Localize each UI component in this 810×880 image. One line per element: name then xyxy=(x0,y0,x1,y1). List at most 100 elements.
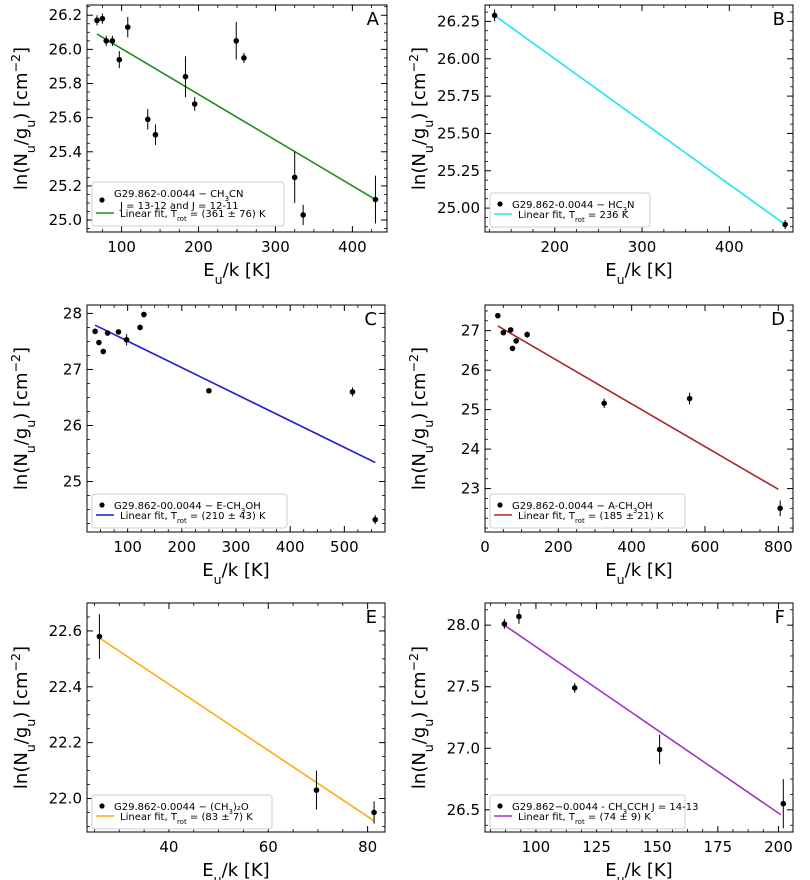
fit-line xyxy=(497,325,779,491)
data-point xyxy=(206,387,212,394)
y-tick-label: 25.75 xyxy=(437,87,480,105)
data-point xyxy=(96,633,103,640)
data-point xyxy=(513,338,519,344)
x-tick-label: 0 xyxy=(480,538,490,556)
x-tick-label: 200 xyxy=(544,538,573,556)
legend-label-data: G29.862−0.0044 - CH3CCH J = 14-13 xyxy=(512,802,698,816)
data-point xyxy=(94,17,100,24)
y-tick-label: 22.0 xyxy=(49,789,82,807)
x-tick-label: 600 xyxy=(691,538,720,556)
data-point xyxy=(500,329,507,336)
data-point xyxy=(100,348,107,355)
y-tick-label: 22.6 xyxy=(49,622,82,640)
data-point xyxy=(300,212,306,218)
y-tick-label: 26 xyxy=(461,361,480,379)
data-point xyxy=(601,400,607,407)
y-tick-label: 22.2 xyxy=(49,734,82,752)
fit-line xyxy=(98,637,375,822)
data-point xyxy=(501,621,508,627)
panel-e: 40 60 80 22.0 22.2 22.4 22.6 Eu/k [K] ln(Nu/gu) … xyxy=(8,602,386,880)
y-tick-label: 25.8 xyxy=(49,75,82,93)
y-tick-label: 25.25 xyxy=(437,162,480,180)
panel-letter: D xyxy=(771,309,785,330)
y-tick-label: 26.5 xyxy=(447,801,480,819)
data-point xyxy=(516,613,522,620)
fit-line xyxy=(494,14,786,226)
x-tick-label: 200 xyxy=(184,238,213,256)
legend-label-data-line2: J = 13-12 and J = 12-11 xyxy=(119,201,239,212)
x-axis-label: Eu/k [K] xyxy=(605,860,672,880)
data-point xyxy=(371,809,377,816)
legend-box xyxy=(489,794,686,830)
plot-frame xyxy=(86,602,386,833)
x-tick-label: 40 xyxy=(159,838,178,856)
data-point xyxy=(124,24,131,30)
legend-label-data: G29.862-0.0044 − (CH3)₂O xyxy=(114,802,249,816)
data-point xyxy=(96,339,102,346)
x-tick-label: 60 xyxy=(259,838,278,856)
legend-label-fit: Linear fit, Trot = (185 ± 21) K xyxy=(518,511,664,525)
legend-marker-point xyxy=(497,803,503,809)
x-axis-label: Eu/k [K] xyxy=(202,560,269,587)
y-tick-label: 24 xyxy=(461,440,480,458)
fit-line xyxy=(94,324,376,464)
x-axis-label: Eu/k [K] xyxy=(203,260,270,287)
data-point xyxy=(509,345,516,352)
data-point xyxy=(777,505,783,512)
x-tick-label: 400 xyxy=(617,538,646,556)
legend-box xyxy=(489,493,686,529)
panel-f: 100 125 150 175 200 26.5 27.0 27.5 28.0 Eu/k [K] l… xyxy=(406,602,794,880)
x-tick-label: 125 xyxy=(582,838,611,856)
data-point xyxy=(291,174,298,181)
panel-c: 100 200 300 400 500 25 26 27 28 Eu/k [K] ln(Nu/gu)… xyxy=(8,304,386,587)
y-axis-label: ln(Nu/gu) [cm−2] xyxy=(406,47,436,190)
x-tick-label: 100 xyxy=(113,538,142,556)
data-point xyxy=(144,116,151,123)
data-point xyxy=(571,685,578,691)
x-tick-label: 200 xyxy=(764,838,793,856)
plot-frame xyxy=(484,4,794,233)
data-point xyxy=(656,746,663,753)
data-point xyxy=(495,312,501,319)
x-tick-label: 800 xyxy=(764,538,793,556)
data-point xyxy=(782,221,788,228)
legend-box xyxy=(91,493,288,529)
fit-line xyxy=(96,33,376,201)
data-point xyxy=(372,196,379,203)
y-tick-label: 25.6 xyxy=(49,109,82,127)
data-point xyxy=(313,787,320,793)
plot-frame xyxy=(484,304,794,533)
x-axis-label: Eu/k [K] xyxy=(605,560,672,587)
data-point xyxy=(92,328,98,335)
panel-a: 100 200 300 400 25.0 25.2 25.4 25.6 25.8 26.0 26.2… xyxy=(8,4,388,287)
y-tick-label: 22.4 xyxy=(49,678,82,696)
x-tick-label: 100 xyxy=(522,838,551,856)
data-point xyxy=(507,327,514,333)
panel-b: 200 300 400 25.00 25.25 25.50 25.75 26.00 26.25 E… xyxy=(406,4,794,287)
panel-letter: E xyxy=(366,607,377,628)
data-point xyxy=(349,389,356,395)
y-axis-label: ln(Nu/gu) [cm−2] xyxy=(8,47,38,190)
data-point xyxy=(233,38,240,44)
y-tick-label: 28 xyxy=(63,304,82,322)
legend-label-data: G29.862-00.0044 − E-CH3OH xyxy=(114,501,261,515)
legend-label-data: G29.862-0.0044 − HC3N xyxy=(512,200,635,214)
y-tick-label: 26.2 xyxy=(49,6,82,24)
legend-label-fit: Linear fit, Trot = 236 K xyxy=(518,210,629,224)
x-tick-label: 80 xyxy=(358,838,377,856)
legend-label-fit: Linear fit, Trot = (361 ± 76) K xyxy=(120,209,266,223)
x-axis-label: Eu/k [K] xyxy=(605,260,672,287)
y-tick-label: 25.4 xyxy=(49,143,82,161)
panel-letter: A xyxy=(367,9,380,30)
y-tick-label: 25 xyxy=(461,401,480,419)
x-tick-label: 100 xyxy=(107,238,136,256)
y-tick-label: 27 xyxy=(63,360,82,378)
legend-marker-point xyxy=(497,502,503,508)
x-axis-label: Eu/k [K] xyxy=(202,860,269,880)
legend-label-fit: Linear fit, Trot = (74 ± 9) K xyxy=(518,812,651,826)
x-tick-label: 500 xyxy=(330,538,359,556)
y-tick-label: 26.25 xyxy=(437,12,480,30)
data-point xyxy=(372,516,379,523)
data-point xyxy=(99,15,106,22)
data-point xyxy=(116,56,123,63)
